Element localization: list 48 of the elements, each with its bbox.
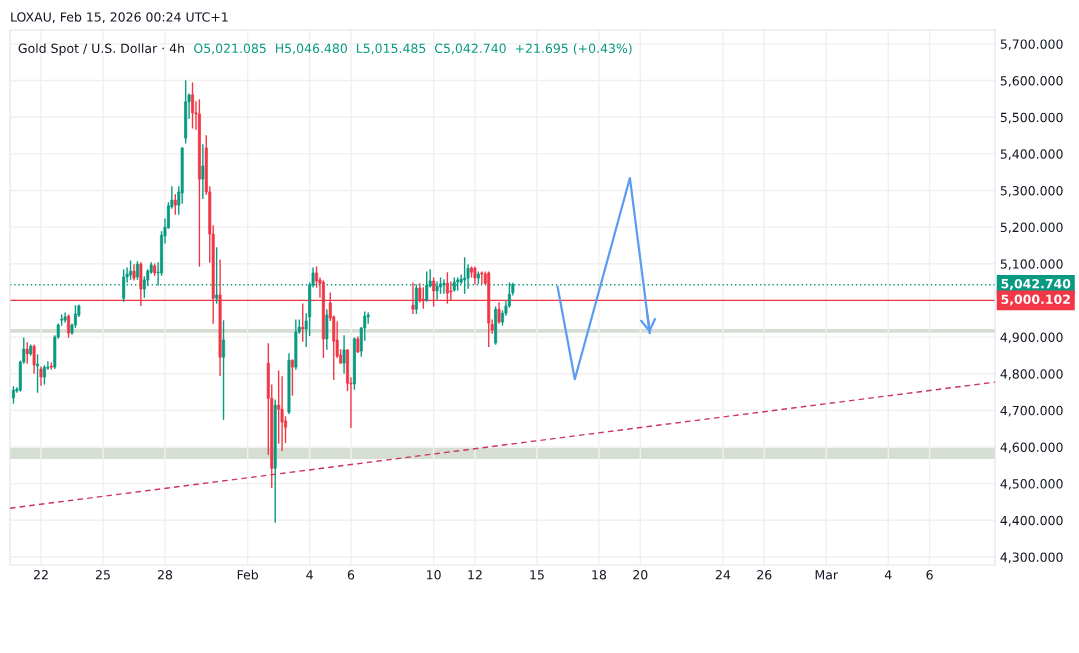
candlestick <box>342 335 346 374</box>
y-tick-label: 5,200.000 <box>1000 222 1063 234</box>
candlestick <box>325 309 329 350</box>
y-tick-label: 4,800.000 <box>1000 369 1063 380</box>
ref-line-label: 5,042.740 <box>1001 278 1071 290</box>
text: LOXAU, Feb 15, 2026 00:24 UTC+1 <box>11 12 228 23</box>
candlestick <box>290 359 294 396</box>
text: O5,021.085 H5,046.480 L5,015.485 C5,042.740 +21.695 (+0.43%) <box>194 43 632 55</box>
y-tick-label: 4,700.000 <box>1000 405 1063 417</box>
x-tick-label: Mar <box>815 570 839 580</box>
y-tick-label: 4,600.000 <box>1000 442 1063 454</box>
candlestick <box>301 303 305 342</box>
y-tick-label: 5,100.000 <box>1000 259 1063 270</box>
candlestick <box>421 287 425 309</box>
y-tick-label: 5,500.000 <box>1000 112 1063 124</box>
x-tick-label: Feb <box>237 569 259 580</box>
x-tick-label: 22 <box>33 570 48 580</box>
candlestick <box>173 194 177 215</box>
y-tick-label: 5,300.000 <box>1000 185 1063 197</box>
candlestick <box>191 82 195 129</box>
x-tick-label: 12 <box>468 570 482 580</box>
candlestick <box>201 144 205 199</box>
x-tick-label: 25 <box>95 570 110 580</box>
x-tick-label: 4 <box>884 570 892 580</box>
y-tick-label: 5,400.000 <box>1000 149 1063 161</box>
x-tick-label: 6 <box>347 570 355 580</box>
x-tick-label: 28 <box>157 570 173 580</box>
x-tick-label: 20 <box>633 570 648 580</box>
x-tick-label: 26 <box>757 570 772 580</box>
text: Gold Spot / U.S. Dollar · 4h <box>18 43 184 56</box>
x-tick-label: 10 <box>427 570 441 580</box>
x-tick-label: 24 <box>715 570 731 580</box>
x-tick-label: 15 <box>530 570 544 580</box>
ref-line-label: 5,000.102 <box>1001 294 1070 306</box>
x-tick-label: 4 <box>306 570 313 580</box>
x-tick-label: 18 <box>592 570 607 580</box>
candlestick <box>25 342 29 364</box>
candlestick <box>442 279 446 294</box>
candlestick <box>470 266 473 278</box>
x-tick-label: 6 <box>926 570 933 580</box>
candlestick <box>32 344 36 374</box>
y-tick-label: 4,900.000 <box>1000 332 1063 344</box>
y-tick-label: 5,600.000 <box>1000 76 1063 87</box>
y-tick-label: 4,400.000 <box>1000 515 1063 527</box>
y-tick-label: 4,500.000 <box>1000 479 1063 490</box>
y-tick-label: 4,300.000 <box>1000 552 1063 564</box>
candlestick <box>222 320 226 420</box>
y-tick-label: 5,700.000 <box>1000 39 1063 51</box>
